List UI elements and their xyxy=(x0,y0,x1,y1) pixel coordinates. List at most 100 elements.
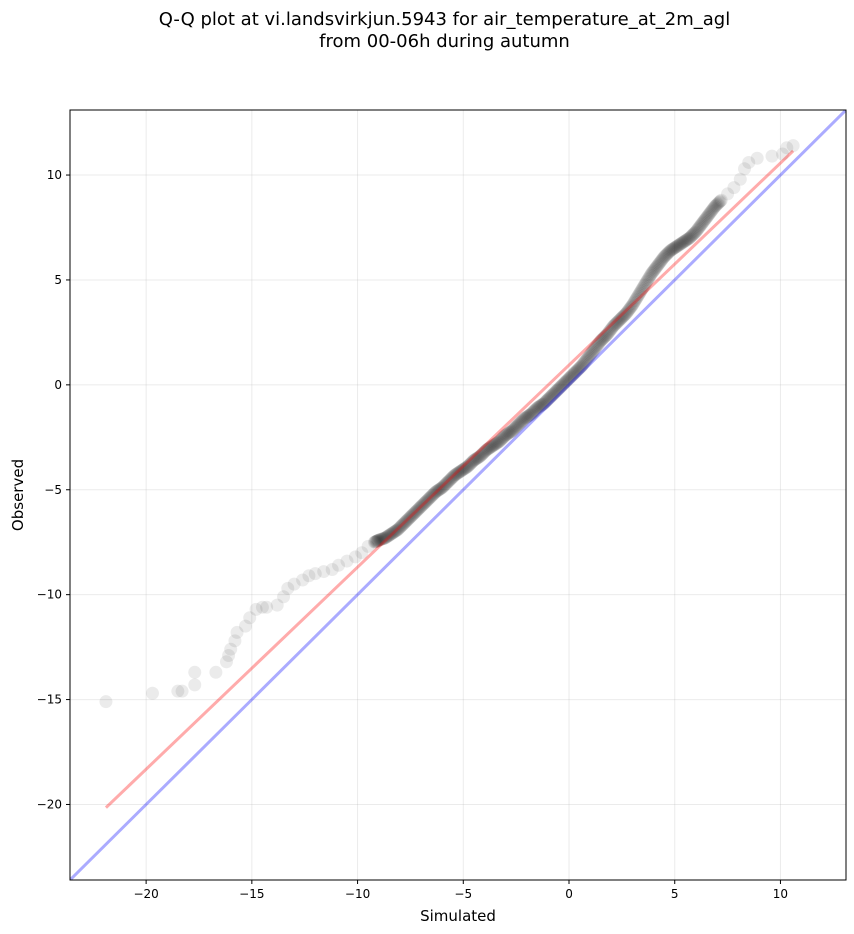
quantile-point xyxy=(577,355,591,369)
quantile-point xyxy=(436,480,450,494)
quantile-point xyxy=(446,470,460,484)
quantile-point xyxy=(577,357,591,371)
quantile-point xyxy=(568,365,582,379)
quantile-point xyxy=(379,530,393,544)
quantile-point xyxy=(528,403,542,417)
quantile-point xyxy=(317,565,331,579)
quantile-point xyxy=(260,600,274,614)
quantile-point xyxy=(694,217,708,231)
quantile-point xyxy=(277,590,291,604)
quantile-point xyxy=(710,198,724,212)
quantile-point xyxy=(713,194,727,208)
quantile-point xyxy=(705,203,719,217)
quantile-point xyxy=(624,301,638,315)
quantile-point xyxy=(500,427,514,441)
quantile-point xyxy=(642,271,656,285)
quantile-point xyxy=(490,436,504,450)
quantile-point xyxy=(596,331,610,345)
y-tick-label: −10 xyxy=(37,588,62,602)
quantile-point xyxy=(537,397,551,411)
quantile-point xyxy=(517,412,531,426)
quantile-point xyxy=(456,463,470,477)
quantile-point xyxy=(406,507,420,521)
quantile-point xyxy=(635,283,649,297)
quantile-point xyxy=(665,242,679,256)
quantile-point xyxy=(696,215,710,229)
x-tick-label: 5 xyxy=(671,887,679,901)
quantile-point xyxy=(385,526,399,540)
quantile-point xyxy=(607,318,621,332)
x-axis-ticks: −20 −15 −10 −5 0 5 10 xyxy=(133,880,788,901)
quantile-point xyxy=(653,256,667,270)
quantile-point xyxy=(519,411,533,425)
quantile-point xyxy=(625,299,639,313)
quantile-point xyxy=(188,665,202,679)
quantile-point xyxy=(664,244,678,258)
quantile-point xyxy=(467,453,481,467)
quantile-point xyxy=(451,466,465,480)
quantile-point xyxy=(588,341,602,355)
quantile-point xyxy=(564,370,578,384)
quantile-point xyxy=(502,426,516,440)
quantile-point xyxy=(486,439,500,453)
quantile-point xyxy=(376,532,390,546)
quantile-point xyxy=(666,242,680,256)
quantile-point xyxy=(671,239,685,253)
quantile-point xyxy=(302,569,316,583)
quantile-point xyxy=(479,444,493,458)
quantile-point xyxy=(377,531,391,545)
quantile-point xyxy=(544,390,558,404)
y-axis-ticks: −20 −15 −10 −5 0 5 10 xyxy=(37,168,70,811)
quantile-point xyxy=(557,377,571,391)
quantile-point xyxy=(435,481,449,495)
quantile-point xyxy=(355,546,369,560)
y-tick-label: 10 xyxy=(47,168,62,182)
quantile-point xyxy=(457,462,471,476)
quantile-point xyxy=(570,363,584,377)
quantile-point xyxy=(708,200,722,214)
quantile-point xyxy=(503,425,517,439)
quantile-point xyxy=(702,208,716,222)
quantile-point xyxy=(538,395,552,409)
quantile-point xyxy=(539,394,553,408)
x-tick-label: 0 xyxy=(565,887,573,901)
quantile-point xyxy=(485,439,499,453)
quantile-point xyxy=(571,363,585,377)
quantile-point xyxy=(540,393,554,407)
quantile-point xyxy=(546,388,560,402)
quantile-point xyxy=(721,187,735,201)
quantile-point xyxy=(466,454,480,468)
quantile-point xyxy=(612,314,626,328)
quantile-point xyxy=(727,181,741,195)
quantile-point xyxy=(422,491,436,505)
quantile-point xyxy=(560,373,574,387)
quantile-point xyxy=(415,498,429,512)
quantile-point xyxy=(661,246,675,260)
quantile-point xyxy=(658,249,672,263)
quantile-point xyxy=(738,162,752,176)
quantile-point xyxy=(776,147,790,161)
quantile-point xyxy=(536,397,550,411)
quantile-point xyxy=(482,441,496,455)
quantile-point xyxy=(685,228,699,242)
quantile-point xyxy=(699,212,713,226)
x-tick-label: −15 xyxy=(239,887,264,901)
quantile-point xyxy=(270,598,284,612)
quantile-point xyxy=(582,349,596,363)
quantile-point xyxy=(675,236,689,250)
quantile-point xyxy=(659,248,673,262)
quantile-point xyxy=(553,381,567,395)
quantile-point xyxy=(615,310,629,324)
quantile-point xyxy=(605,322,619,336)
quantile-point xyxy=(399,515,413,529)
quantile-point xyxy=(419,495,433,509)
quantile-point xyxy=(481,442,495,456)
quantile-point xyxy=(383,528,397,542)
quantile-point xyxy=(559,374,573,388)
quantile-point xyxy=(600,327,614,341)
quantile-point xyxy=(543,390,557,404)
quantile-point xyxy=(382,529,396,543)
quantile-point xyxy=(697,214,711,228)
quantile-point xyxy=(489,437,503,451)
quantile-point xyxy=(633,286,647,300)
